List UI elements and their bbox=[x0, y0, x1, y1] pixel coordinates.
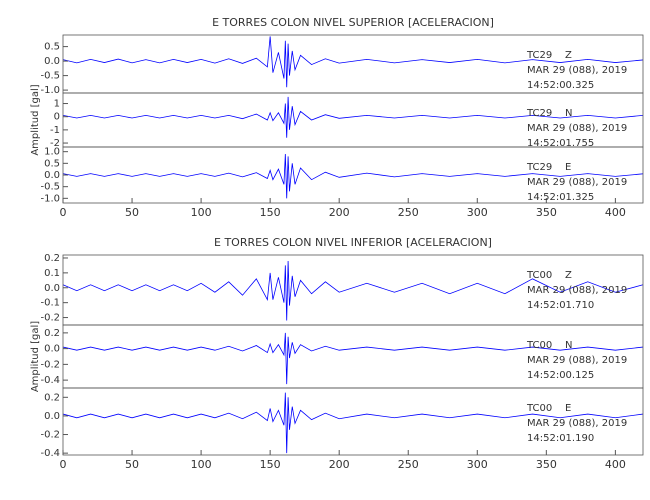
panel-title: E TORRES COLON NIVEL SUPERIOR [ACELERACI… bbox=[212, 16, 494, 29]
panel-frame bbox=[62, 387, 644, 456]
x-tick-label: 400 bbox=[605, 206, 626, 219]
trace-annotation: 14:52:01.710 bbox=[527, 300, 594, 311]
y-tick-label: 0.0 bbox=[44, 411, 60, 422]
trace-annotation: MAR 29 (088), 2019 bbox=[527, 418, 627, 429]
x-tick-label: 50 bbox=[125, 206, 139, 219]
y-tick-label: -2 bbox=[50, 138, 60, 149]
y-tick-label: 0.2 bbox=[44, 392, 60, 403]
y-tick-label: 0.0 bbox=[44, 344, 60, 355]
y-tick-label: 0.1 bbox=[44, 268, 60, 279]
trace-annotation: TC29 Z bbox=[526, 50, 572, 61]
trace-annotation: MAR 29 (088), 2019 bbox=[527, 285, 627, 296]
trace-annotation: 14:52:00.325 bbox=[527, 80, 594, 91]
x-tick-label: 300 bbox=[467, 206, 488, 219]
x-tick-label: 200 bbox=[329, 458, 350, 471]
trace-annotation: MAR 29 (088), 2019 bbox=[527, 123, 627, 134]
y-tick-label: -0.4 bbox=[40, 375, 60, 386]
trace-annotation: TC00 N bbox=[526, 340, 572, 351]
x-tick-label: 300 bbox=[467, 458, 488, 471]
waveform bbox=[62, 260, 644, 321]
y-tick-label: -0.2 bbox=[40, 359, 60, 370]
trace-annotation: TC29 E bbox=[526, 162, 571, 173]
waveform bbox=[62, 153, 644, 199]
trace-annotation: TC29 N bbox=[526, 108, 572, 119]
y-tick-label: 0.2 bbox=[44, 253, 60, 264]
y-tick-label: -1.0 bbox=[40, 193, 60, 204]
y-tick-label: -0.2 bbox=[40, 313, 60, 324]
x-tick-label: 100 bbox=[191, 206, 212, 219]
waveform bbox=[62, 36, 644, 88]
y-tick-label: -0.5 bbox=[40, 71, 60, 82]
x-tick-label: 150 bbox=[260, 458, 281, 471]
x-tick-label: 350 bbox=[536, 206, 557, 219]
trace-annotation: TC00 E bbox=[526, 403, 571, 414]
y-tick-label: 0 bbox=[54, 112, 60, 123]
y-tick-label: 0.5 bbox=[44, 158, 60, 169]
x-tick-label: 50 bbox=[125, 458, 139, 471]
y-axis-label: Amplitud [gal] bbox=[30, 321, 41, 392]
x-tick-label: 350 bbox=[536, 458, 557, 471]
y-tick-label: -0.1 bbox=[40, 298, 60, 309]
trace-annotation: MAR 29 (088), 2019 bbox=[527, 65, 627, 76]
y-tick-label: 0.0 bbox=[44, 170, 60, 181]
waveform bbox=[62, 96, 644, 138]
trace-annotation: MAR 29 (088), 2019 bbox=[527, 177, 627, 188]
y-tick-label: -0.5 bbox=[40, 182, 60, 193]
x-tick-label: 400 bbox=[605, 458, 626, 471]
x-tick-label: 150 bbox=[260, 206, 281, 219]
x-tick-label: 100 bbox=[191, 458, 212, 471]
trace-annotation: MAR 29 (088), 2019 bbox=[527, 355, 627, 366]
trace-annotation: 14:52:01.755 bbox=[527, 138, 594, 149]
x-tick-label: 200 bbox=[329, 206, 350, 219]
x-tick-label: 0 bbox=[60, 206, 67, 219]
trace-annotation: 14:52:00.125 bbox=[527, 370, 594, 381]
x-tick-label: 0 bbox=[60, 458, 67, 471]
trace-annotation: 14:52:01.190 bbox=[527, 433, 594, 444]
y-tick-label: 0.2 bbox=[44, 328, 60, 339]
y-tick-label: 0.0 bbox=[44, 56, 60, 67]
x-tick-label: 250 bbox=[398, 206, 419, 219]
y-tick-label: -0.4 bbox=[40, 448, 60, 459]
y-tick-label: -0.2 bbox=[40, 430, 60, 441]
y-tick-label: 0.5 bbox=[44, 42, 60, 53]
y-tick-label: 0.0 bbox=[44, 283, 60, 294]
y-tick-label: 1.0 bbox=[44, 147, 60, 158]
y-tick-label: 1 bbox=[54, 99, 60, 110]
trace-annotation: 14:52:01.325 bbox=[527, 192, 594, 203]
y-axis-label: Amplitud [gal] bbox=[30, 84, 41, 155]
y-tick-label: -1 bbox=[50, 125, 60, 136]
waveform bbox=[62, 392, 644, 454]
panel-title: E TORRES COLON NIVEL INFERIOR [ACELERACI… bbox=[214, 236, 492, 249]
waveform bbox=[62, 332, 644, 385]
y-tick-label: -1.0 bbox=[40, 85, 60, 96]
trace-annotation: TC00 Z bbox=[526, 270, 572, 281]
x-tick-label: 250 bbox=[398, 458, 419, 471]
